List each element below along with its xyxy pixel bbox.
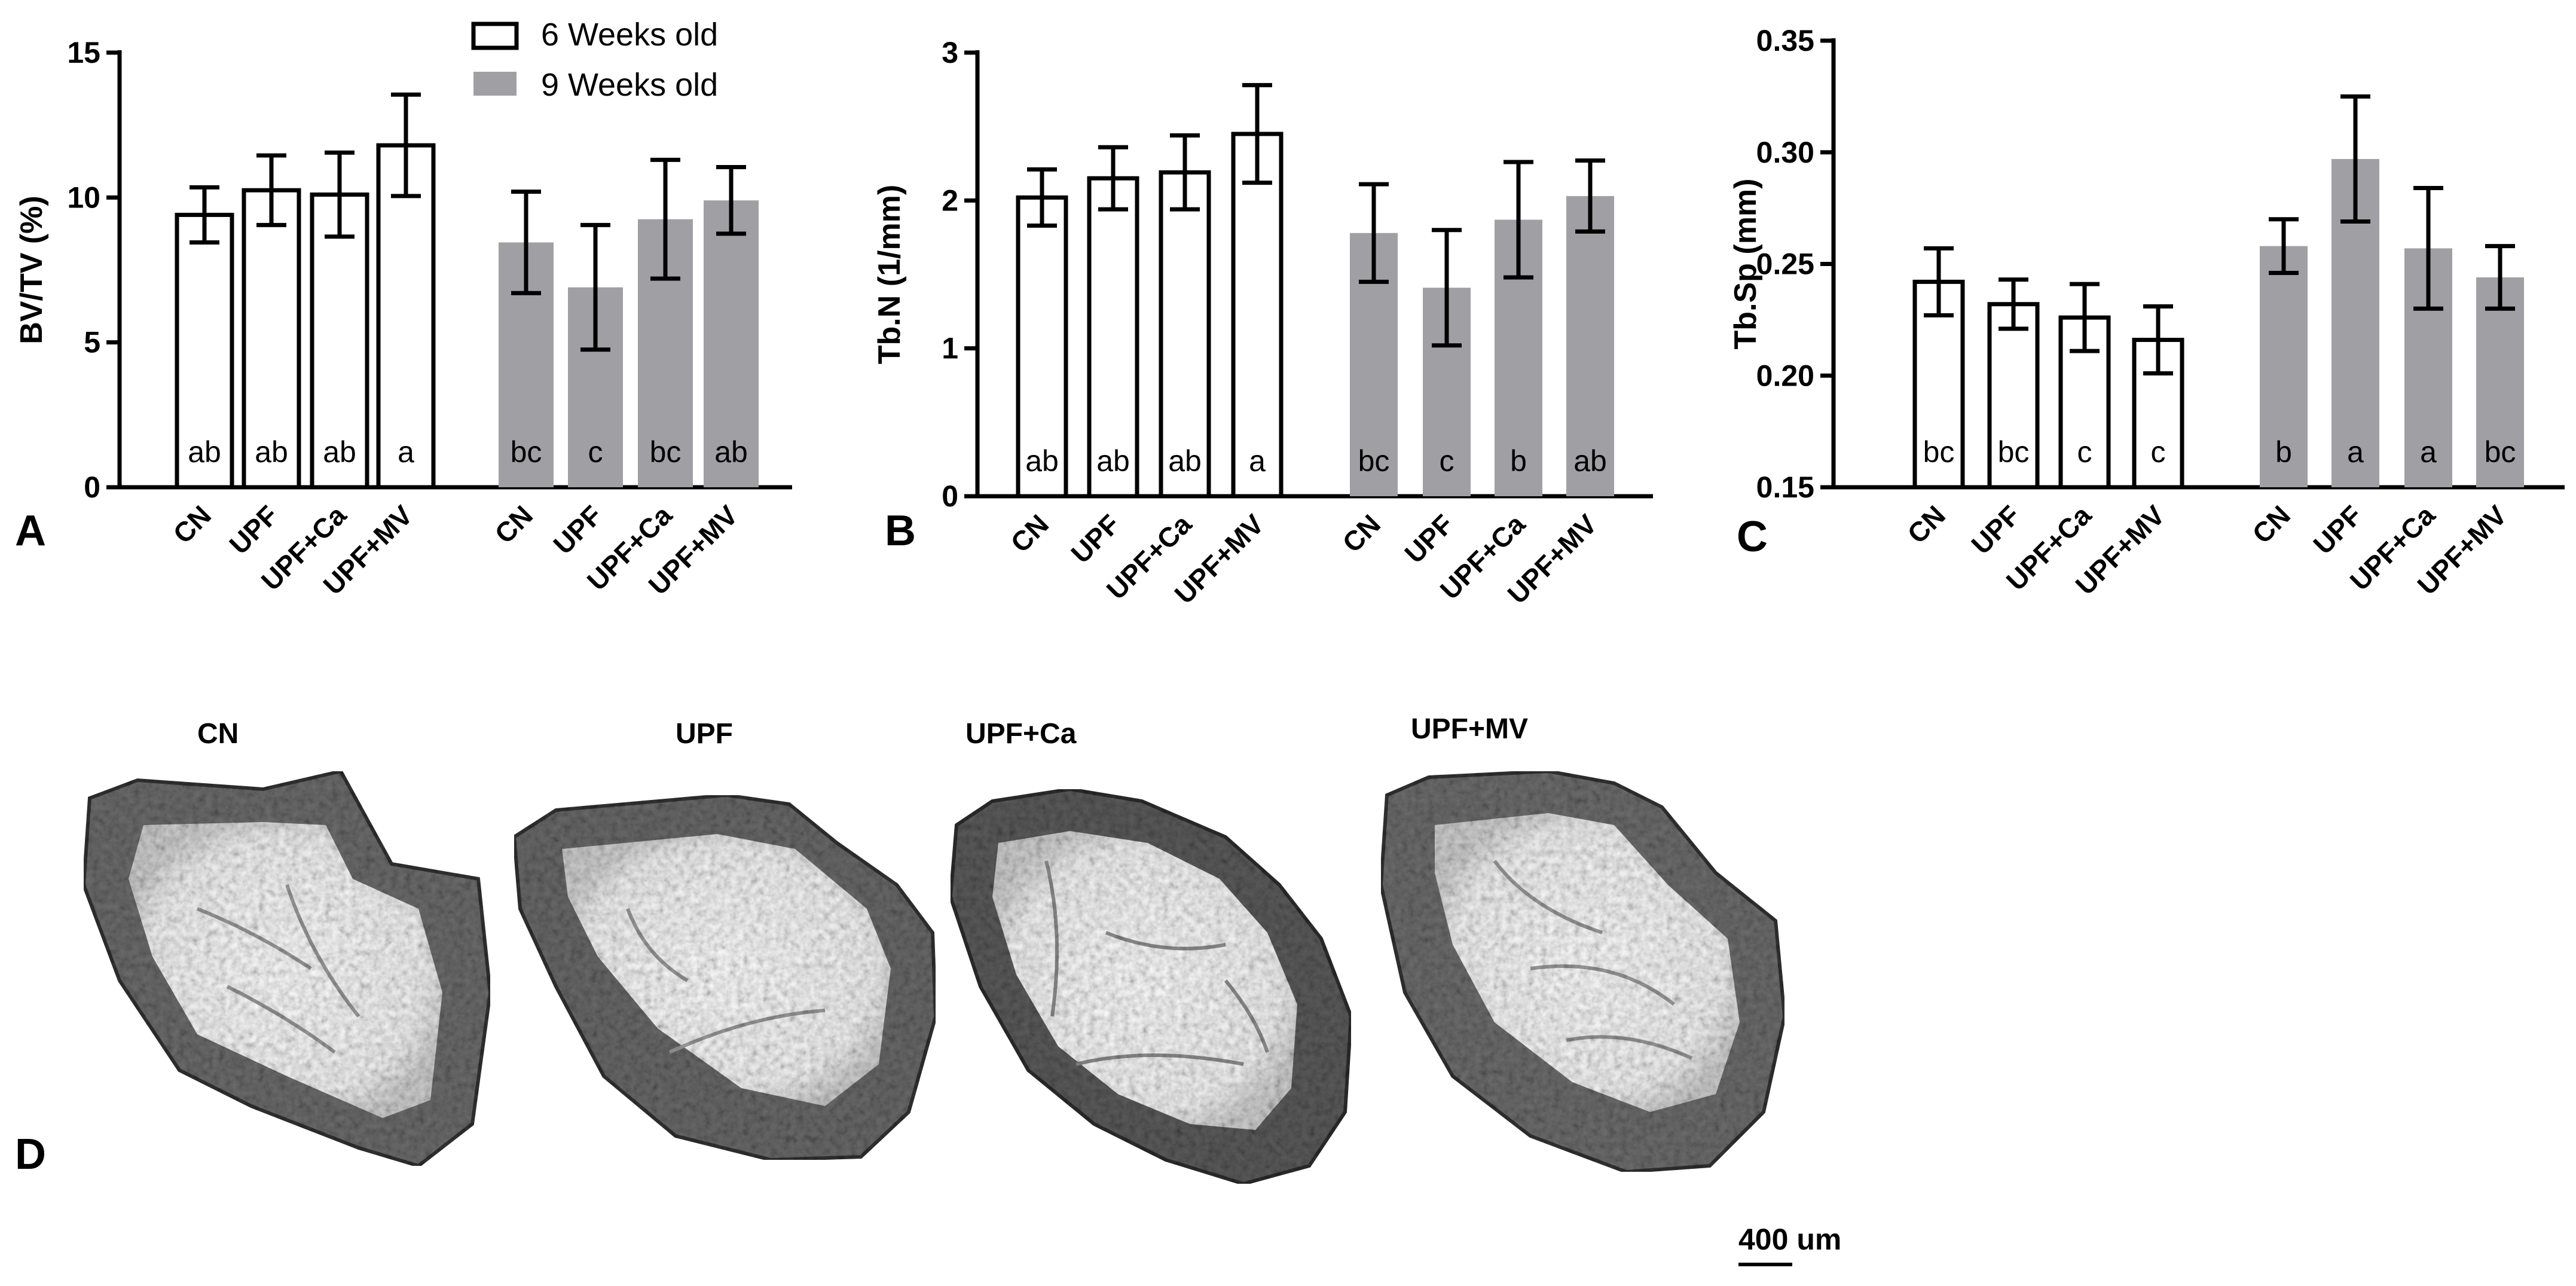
significance-letter-c-s1-2: c xyxy=(2077,435,2092,469)
panel-label-c: C xyxy=(1737,513,1768,561)
y-axis-label-a: BV/TV (%) xyxy=(14,196,49,344)
x-tick-label-c-4: CN xyxy=(2246,499,2296,549)
y-tick-label-a-3: 15 xyxy=(67,36,100,69)
x-tick-label-c-5: UPF xyxy=(2307,499,2368,560)
legend: 6 Weeks old 9 Weeks old xyxy=(471,17,718,103)
x-tick-label-b-4: CN xyxy=(1336,508,1386,558)
y-tick-label-b-3: 3 xyxy=(942,36,958,69)
bar-b-s1-2 xyxy=(1159,170,1211,499)
bar-c-s2-3 xyxy=(2476,277,2524,487)
panel-label-d: D xyxy=(15,1131,46,1178)
panel-label-a: A xyxy=(15,507,46,555)
y-tick-label-a-1: 5 xyxy=(84,326,100,359)
x-tick-label-a-5: UPF xyxy=(547,499,608,560)
x-tick-label-b-1: UPF xyxy=(1065,508,1126,569)
x-tick-label-b-0: CN xyxy=(1004,508,1055,558)
microct-label-cn: CN xyxy=(197,718,239,750)
significance-letter-a-s2-1: c xyxy=(588,435,603,469)
microct-label-upf-ca: UPF+Ca xyxy=(965,718,1077,750)
significance-letter-c-s2-0: b xyxy=(2275,435,2292,469)
significance-letter-c-s1-1: bc xyxy=(1998,435,2030,469)
y-tick-label-a-2: 10 xyxy=(67,181,100,214)
y-tick-label-c-4: 0.35 xyxy=(1756,24,1814,57)
legend-swatch-filled xyxy=(473,72,517,96)
x-tick-label-c-0: CN xyxy=(1901,499,1951,549)
legend-label-6-weeks: 6 Weeks old xyxy=(541,17,718,53)
significance-letter-b-s2-1: c xyxy=(1440,444,1454,478)
microct-label-upf-mv: UPF+MV xyxy=(1411,713,1528,745)
bar-c-s1-2 xyxy=(2058,315,2111,490)
x-tick-label-b-5: UPF xyxy=(1398,508,1459,569)
scale-bar: 400 um xyxy=(1738,1223,1841,1266)
x-tick-label-c-1: UPF xyxy=(1965,499,2026,560)
y-tick-label-a-0: 0 xyxy=(84,471,100,504)
y-axis-label-c: Tb.Sp (mm) xyxy=(1728,179,1763,350)
significance-letter-b-s1-0: ab xyxy=(1025,444,1059,478)
y-tick-label-b-1: 1 xyxy=(942,332,958,365)
y-tick-label-b-2: 2 xyxy=(942,184,958,217)
significance-letter-b-s2-3: ab xyxy=(1573,444,1607,478)
significance-letter-b-s1-2: ab xyxy=(1168,444,1202,478)
legend-label-9-weeks: 9 Weeks old xyxy=(541,67,718,103)
y-axis-label-b: Tb.N (1/mm) xyxy=(872,185,907,364)
significance-letter-a-s2-2: bc xyxy=(650,435,682,469)
significance-letter-a-s1-1: ab xyxy=(255,435,288,469)
microct-image-cn xyxy=(81,769,493,1168)
significance-letter-c-s1-0: bc xyxy=(1923,435,1955,469)
bar-b-s2-3 xyxy=(1566,196,1614,496)
panel-label-b: B xyxy=(885,507,916,555)
y-tick-label-c-2: 0.25 xyxy=(1756,248,1814,281)
legend-swatch-open xyxy=(471,22,519,50)
significance-letter-a-s2-0: bc xyxy=(511,435,542,469)
bar-c-s2-0 xyxy=(2260,246,2308,487)
y-tick-label-b-0: 0 xyxy=(942,479,958,513)
x-tick-label-a-0: CN xyxy=(167,499,217,549)
significance-letter-a-s1-2: ab xyxy=(323,435,356,469)
bar-a-s1-1 xyxy=(242,188,301,490)
y-tick-label-c-3: 0.30 xyxy=(1756,136,1814,169)
x-tick-label-a-4: CN xyxy=(488,499,539,549)
microct-image-upf-ca xyxy=(948,787,1353,1186)
significance-letter-a-s2-3: ab xyxy=(714,435,748,469)
bar-b-s1-3 xyxy=(1231,132,1284,499)
significance-letter-b-s2-0: bc xyxy=(1358,444,1390,478)
significance-letter-c-s1-3: c xyxy=(2151,435,2166,469)
y-tick-label-c-0: 0.15 xyxy=(1756,471,1814,504)
scale-bar-label: 400 um xyxy=(1738,1223,1841,1256)
significance-letter-c-s2-1: a xyxy=(2347,435,2364,469)
significance-letter-a-s1-3: a xyxy=(398,435,414,469)
significance-letter-c-s2-3: bc xyxy=(2485,435,2516,469)
microct-image-upf xyxy=(512,793,938,1162)
microct-image-upf-mv xyxy=(1379,769,1787,1174)
significance-letter-b-s1-1: ab xyxy=(1096,444,1130,478)
significance-letter-a-s1-0: ab xyxy=(188,435,221,469)
significance-letter-b-s1-3: a xyxy=(1249,444,1266,478)
y-tick-label-c-1: 0.20 xyxy=(1756,359,1814,392)
x-tick-label-a-1: UPF xyxy=(223,499,284,560)
microct-label-upf: UPF xyxy=(676,718,733,750)
significance-letter-c-s2-2: a xyxy=(2420,435,2437,469)
significance-letter-b-s2-2: b xyxy=(1510,444,1527,478)
bar-a-s2-3 xyxy=(704,200,759,487)
bar-c-s1-0 xyxy=(1912,279,1965,490)
bar-b-s1-1 xyxy=(1087,176,1139,499)
